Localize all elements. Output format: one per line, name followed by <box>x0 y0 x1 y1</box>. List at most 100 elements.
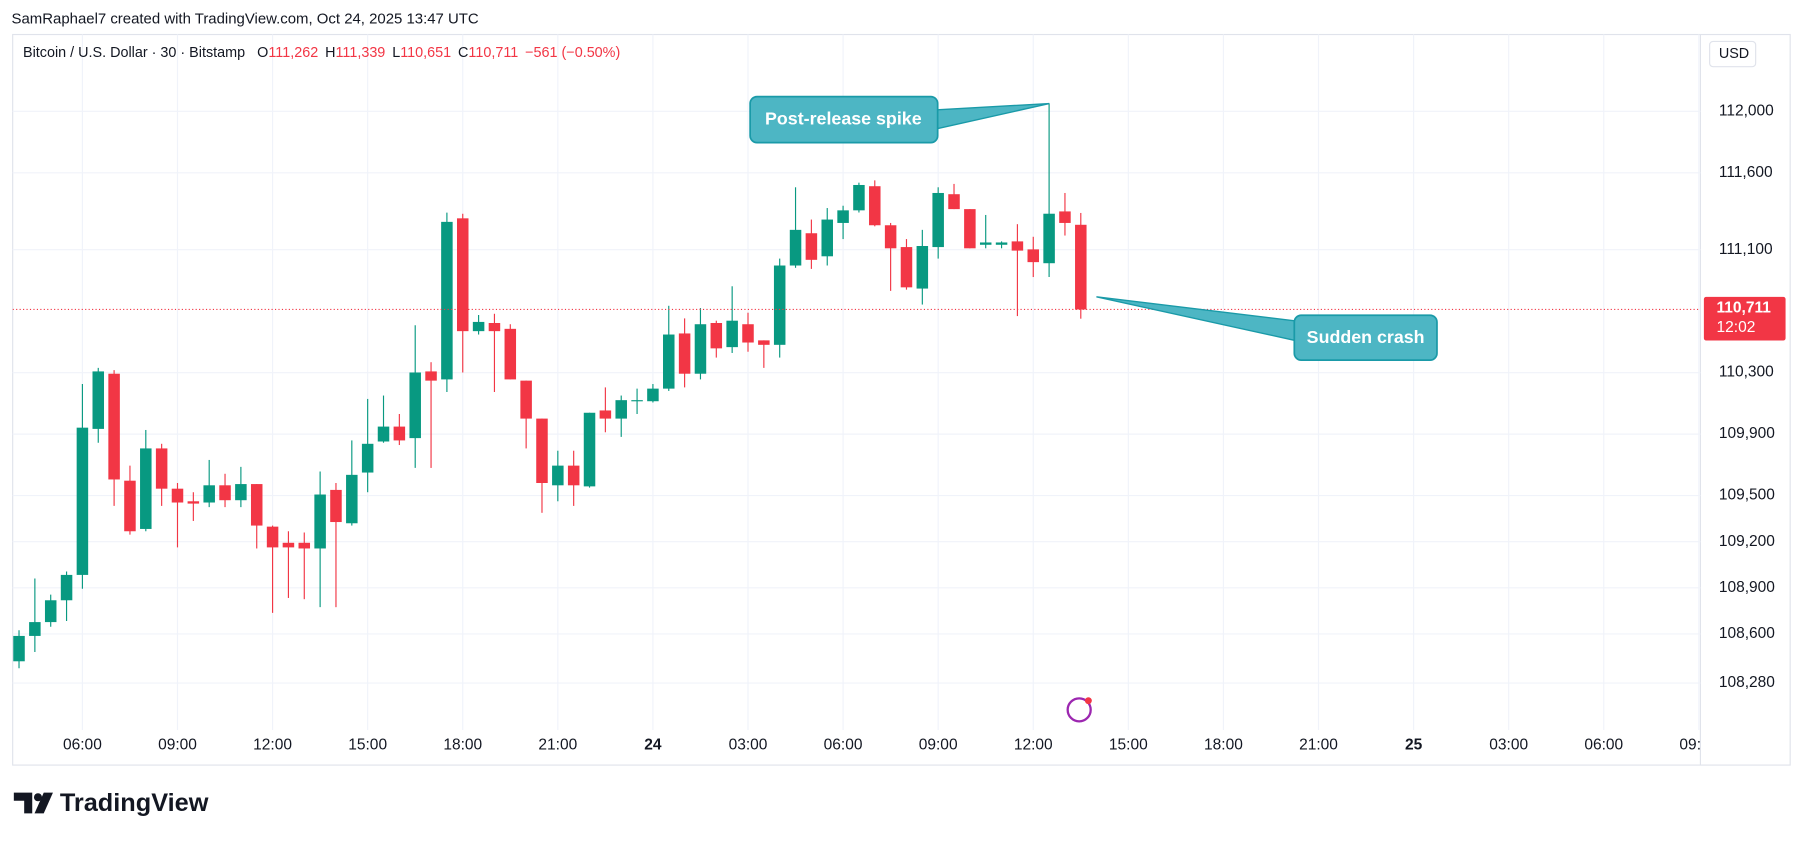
x-tick-label: 25 <box>1405 737 1423 754</box>
y-tick-label: 108,900 <box>1719 579 1775 596</box>
x-tick-label: 09:00 <box>919 737 958 754</box>
candle-body <box>1011 241 1024 251</box>
countdown: 12:02 <box>1717 319 1756 336</box>
last-price-box <box>1703 296 1786 341</box>
candle-body <box>758 340 770 345</box>
candle-body <box>76 427 89 575</box>
grid <box>12 34 1701 730</box>
legend-value: 111,339 <box>335 45 385 61</box>
candle-body <box>932 192 944 248</box>
candle-body <box>615 400 627 419</box>
candle-body <box>694 324 707 374</box>
candle-body <box>742 324 754 343</box>
currency: USD <box>1719 46 1749 62</box>
candle-body <box>979 242 992 245</box>
x-tick-label: 21:00 <box>1299 737 1338 754</box>
x-tick-label: 15:00 <box>1109 737 1148 754</box>
candle-body <box>13 635 25 662</box>
candle-body <box>995 242 1008 245</box>
y-tick-label: 108,280 <box>1719 674 1775 691</box>
event-icon[interactable] <box>1066 697 1092 723</box>
legend-value: 111,262 <box>268 45 318 61</box>
x-tick-label: 06:00 <box>63 737 102 754</box>
candle-body <box>536 418 548 483</box>
y-tick-label: 111,600 <box>1719 164 1773 181</box>
candle-body <box>155 448 168 489</box>
y-tick-label: 109,200 <box>1719 533 1775 550</box>
annotation: Post-release spike <box>765 108 922 128</box>
candle-body <box>472 321 485 332</box>
y-tick-label: 110,300 <box>1719 364 1774 381</box>
candle-body <box>187 501 200 504</box>
logo: TradingView <box>13 789 209 817</box>
candle-body <box>583 412 596 487</box>
candle-body <box>520 380 532 419</box>
candle-body <box>631 400 643 402</box>
currency-box[interactable] <box>1709 40 1757 68</box>
candle-body <box>140 448 152 529</box>
x-tick-label: 15:00 <box>348 737 387 754</box>
candle-body <box>916 245 929 289</box>
candle-body <box>29 622 41 636</box>
candle-body <box>346 474 358 524</box>
y-tick-label: 109,900 <box>1719 425 1775 442</box>
candle-body <box>219 485 231 501</box>
candle-body <box>1059 211 1071 223</box>
candle-body <box>663 334 675 389</box>
x-tick-label: 03:00 <box>729 737 768 754</box>
candle-body <box>203 485 215 503</box>
y-tick-label: 111,100 <box>1719 241 1773 258</box>
x-axis-labels: 06:00 09:00 12:00 15:00 18:00 21:00 24 03:00 06:… <box>63 737 1718 754</box>
candle-body <box>726 320 738 348</box>
candle-body <box>330 489 342 523</box>
candle-body <box>393 426 406 441</box>
callout-box <box>1293 314 1438 361</box>
x-tick-label: 06:00 <box>1584 737 1623 754</box>
candle-body <box>504 328 517 380</box>
x-tick-label: 06:00 <box>824 737 863 754</box>
candle-body <box>441 221 453 380</box>
y-tick-label: 108,600 <box>1719 625 1775 642</box>
candle-body <box>805 233 818 260</box>
candles <box>12 103 1701 669</box>
candle-body <box>837 210 849 223</box>
x-tick-label: 09:00 <box>1679 737 1718 754</box>
candle-body <box>710 322 723 349</box>
x-tick-label: 18:00 <box>1204 737 1243 754</box>
candle-body <box>235 484 247 501</box>
candle-body <box>377 426 390 442</box>
candle-body <box>60 574 73 601</box>
candle-body <box>884 225 897 249</box>
attribution: SamRaphael7 created with TradingView.com… <box>12 11 479 28</box>
x-tick-label: 18:00 <box>443 737 482 754</box>
candle-body <box>789 229 802 266</box>
candle-body <box>1075 224 1087 310</box>
candle-body <box>171 488 184 503</box>
candle-body <box>599 410 612 419</box>
logo-mark <box>13 792 33 814</box>
candle-body <box>409 372 421 439</box>
x-tick-label: 12:00 <box>1014 737 1053 754</box>
candle-body <box>124 480 136 532</box>
candle-body <box>92 371 105 429</box>
x-tick-label: 21:00 <box>538 737 577 754</box>
x-tick-label: 24 <box>644 737 662 754</box>
candle-body <box>266 526 279 548</box>
legend-key: O <box>257 45 268 61</box>
candle-body <box>425 371 437 381</box>
candle-body <box>108 373 120 480</box>
x-tick-label: 03:00 <box>1489 737 1528 754</box>
symbol-name: Bitcoin / U.S. Dollar · 30 · Bitstamp <box>23 45 245 61</box>
y-tick-label: 112,000 <box>1719 102 1774 119</box>
legend-value: 110,651 <box>400 45 451 61</box>
candle-body <box>869 186 881 226</box>
x-tick-label: 12:00 <box>253 737 292 754</box>
candle-body <box>298 542 311 549</box>
candle-body <box>456 218 469 332</box>
candle-body <box>44 600 57 623</box>
last-price-label: 110,711 <box>1717 299 1772 316</box>
legend-key: C <box>458 45 468 61</box>
candle-body <box>964 209 976 249</box>
logo-mark <box>33 793 43 802</box>
candle-body <box>1043 213 1055 264</box>
